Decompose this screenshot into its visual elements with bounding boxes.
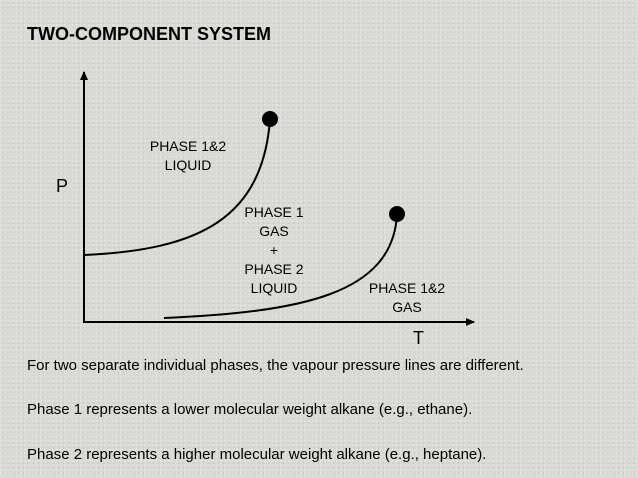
region-line: LIQUID xyxy=(164,157,212,173)
region-line: LIQUID xyxy=(250,280,298,296)
slide-title: TWO-COMPONENT SYSTEM xyxy=(27,24,271,44)
region-line: GAS xyxy=(259,223,289,239)
region-line: PHASE 1 xyxy=(244,204,304,220)
description-line-3: Phase 2 represents a higher molecular we… xyxy=(27,446,487,463)
region-line: + xyxy=(269,242,279,258)
region-liquid-both: PHASE 1&2 LIQUID xyxy=(138,137,238,175)
description-line-1: For two separate individual phases, the … xyxy=(27,357,524,374)
region-gas-both: PHASE 1&2 GAS xyxy=(357,279,457,317)
region-line: GAS xyxy=(392,299,422,315)
region-line: PHASE 1&2 xyxy=(368,280,446,296)
x-axis-label: T xyxy=(413,328,424,348)
region-mixed: PHASE 1 GAS + PHASE 2 LIQUID xyxy=(224,203,324,298)
phase-1-critical-point xyxy=(262,111,278,127)
region-line: PHASE 1&2 xyxy=(149,138,227,154)
phase-2-vapour-pressure-line xyxy=(163,214,398,319)
description-line-2: Phase 1 represents a lower molecular wei… xyxy=(27,401,473,418)
region-line: PHASE 2 xyxy=(244,261,304,277)
y-axis-label: P xyxy=(56,176,69,196)
phase-2-critical-point xyxy=(389,206,405,222)
phase-1-vapour-pressure-line xyxy=(83,119,271,256)
